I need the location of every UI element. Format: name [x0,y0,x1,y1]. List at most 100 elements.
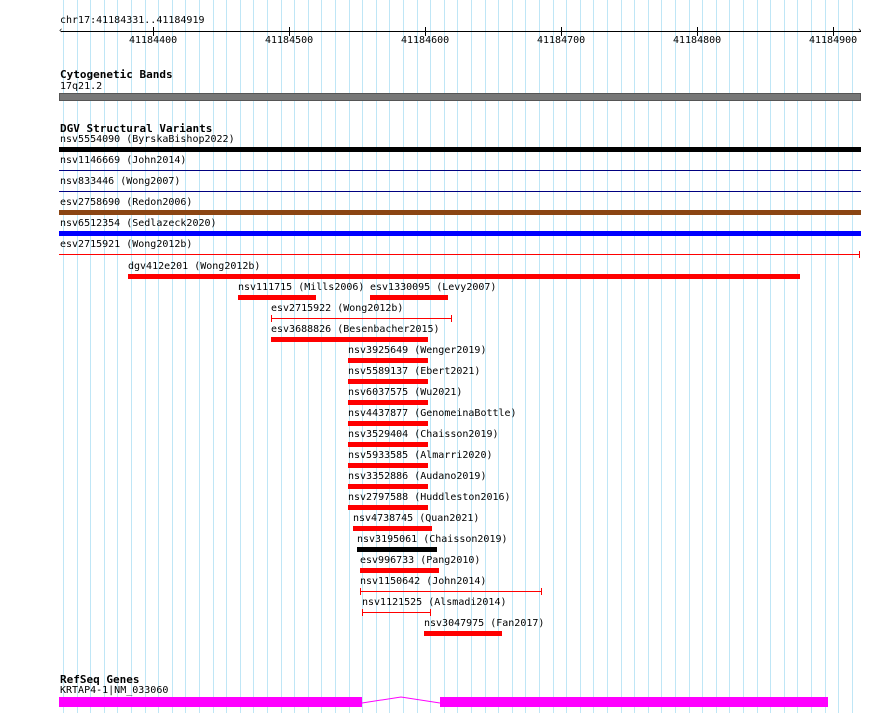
grid-line [797,0,798,713]
grid-line [185,0,186,713]
variant-label: nsv6512354 (Sedlazeck2020) [60,218,217,229]
grid-line [362,0,363,713]
grid-line [172,0,173,713]
grid-line [743,0,744,713]
ruler-tick-label: 41184500 [265,35,314,46]
variant-bar[interactable] [348,442,428,447]
cytoband-track-title: Cytogenetic Bands [60,68,173,81]
variant-bar[interactable] [271,337,428,342]
grid-line [702,0,703,713]
variant-bar[interactable] [59,210,861,215]
variant-label: nsv833446 (Wong2007) [60,176,181,187]
variant-endcap [430,609,431,616]
grid-line [430,0,431,713]
grid-line [553,0,554,713]
grid-line [838,0,839,713]
variant-label: nsv1146669 (John2014) [60,155,187,166]
cytoband-label: 17q21.2 [60,81,103,92]
grid-line [376,0,377,713]
grid-line [512,0,513,713]
ruler-tick [289,27,290,36]
variant-line[interactable] [59,191,861,192]
grid-line [104,0,105,713]
grid-line [770,0,771,713]
variant-label: nsv2797588 (Huddleston2016) [348,492,511,503]
gene-exon[interactable] [59,697,362,707]
variant-line[interactable] [271,318,451,319]
ruler-tick [697,27,698,36]
variant-bar[interactable] [238,295,316,300]
grid-line [63,0,64,713]
variant-line[interactable] [59,170,861,171]
variant-bar[interactable] [59,231,861,236]
variant-bar[interactable] [348,463,428,468]
gene-intron [362,696,440,704]
ruler-tick-label: 41184900 [809,35,858,46]
variant-bar[interactable] [357,547,437,552]
grid-line [349,0,350,713]
grid-line [539,0,540,713]
gene-label: KRTAP4-1|NM_033060 [60,685,169,696]
variant-label: dgv412e201 (Wong2012b) [128,261,261,272]
gene-exon[interactable] [440,697,828,707]
variant-endcap [360,588,361,595]
variant-label: nsv3047975 (Fan2017) [424,618,545,629]
grid-line [852,0,853,713]
grid-line [634,0,635,713]
grid-line [621,0,622,713]
variant-label: nsv3195061 (Chaisson2019) [357,534,508,545]
grid-line [661,0,662,713]
grid-line [417,0,418,713]
grid-line [444,0,445,713]
grid-line [403,0,404,713]
grid-line [593,0,594,713]
variant-line[interactable] [360,591,541,592]
variant-bar[interactable] [360,568,439,573]
left-arrow-icon[interactable]: ‹ [58,26,64,36]
grid-line [335,0,336,713]
grid-line [77,0,78,713]
ruler-tick [561,27,562,36]
variant-line[interactable] [362,612,430,613]
variant-bar[interactable] [128,274,800,279]
variant-line[interactable] [59,254,860,255]
grid-line [253,0,254,713]
variant-label: esv3688826 (Besenbacher2015) [271,324,440,335]
grid-line [240,0,241,713]
grid-line [607,0,608,713]
variant-label: nsv3529404 (Chaisson2019) [348,429,499,440]
variant-bar[interactable] [370,295,448,300]
grid-line [566,0,567,713]
grid-line [199,0,200,713]
ruler-tick-label: 41184400 [129,35,178,46]
variant-label: nsv3352886 (Audano2019) [348,471,487,482]
grid-line [811,0,812,713]
ruler-line [61,31,861,32]
variant-bar[interactable] [348,400,428,405]
grid-line [294,0,295,713]
variant-label: esv2758690 (Redon2006) [60,197,193,208]
variant-bar[interactable] [348,379,428,384]
grid-line [226,0,227,713]
variant-endcap [859,251,860,258]
grid-line [716,0,717,713]
variant-bar[interactable] [424,631,502,636]
variant-label: nsv1121525 (Alsmadi2014) [362,597,507,608]
cytoband-bar[interactable] [59,93,861,101]
variant-bar[interactable] [353,526,432,531]
variant-bar[interactable] [348,484,428,489]
variant-bar[interactable] [348,358,428,363]
variant-bar[interactable] [59,147,861,152]
variant-bar[interactable] [348,505,428,510]
variant-label: nsv4437877 (GenomeinaBottle) [348,408,517,419]
variant-label: esv996733 (Pang2010) [360,555,481,566]
region-label: chr17:41184331..41184919 [60,15,205,26]
right-arrow-icon[interactable]: › [857,26,863,36]
variant-endcap [362,609,363,616]
ruler-tick-label: 41184700 [537,35,586,46]
grid-line [485,0,486,713]
variant-bar[interactable] [348,421,428,426]
grid-line [471,0,472,713]
ruler-tick [153,27,154,36]
variant-label: esv2715922 (Wong2012b) [271,303,404,314]
